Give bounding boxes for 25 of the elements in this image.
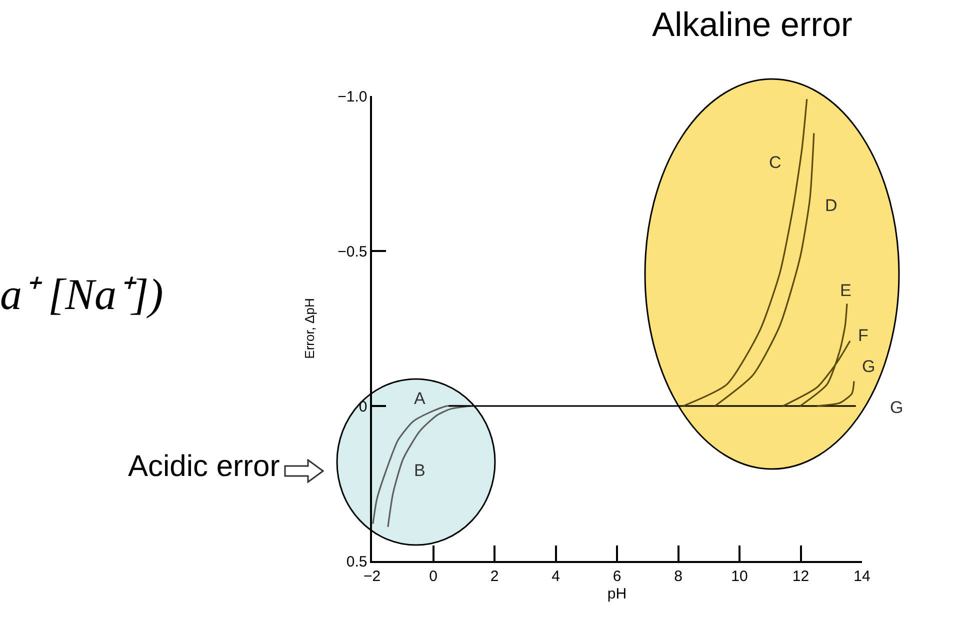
text: Alkaline error <box>652 6 852 45</box>
x-tick-label: 8 <box>674 568 682 585</box>
text: a⁺ [Na⁺]) <box>0 269 164 321</box>
y-tick-label: −1.0 <box>338 88 368 106</box>
annotation: E <box>840 281 852 301</box>
annotation: F <box>858 326 868 346</box>
annotation: C <box>769 153 782 173</box>
x-tick-label: 6 <box>612 568 622 585</box>
x-axis-title: pH <box>607 585 627 602</box>
x-tick-label: −2 <box>363 568 381 585</box>
annotation: G <box>862 357 876 377</box>
x-tick-label: 2 <box>490 568 499 585</box>
annotation: D <box>825 196 838 216</box>
y-axis-title: Error, ΔpH <box>302 298 318 359</box>
x-tick-label: 12 <box>792 568 810 585</box>
x-tick-label: 14 <box>854 568 870 585</box>
text: Acidic error <box>128 450 280 484</box>
x-tick-label: 0 <box>429 568 438 585</box>
y-tick-label: 0.5 <box>346 553 368 570</box>
annotation: A <box>414 389 426 409</box>
annotation: B <box>414 461 426 481</box>
y-tick-label: −0.5 <box>338 243 368 260</box>
text: G <box>890 398 904 418</box>
x-tick-label: 10 <box>731 568 748 585</box>
x-tick-label: 4 <box>552 568 560 585</box>
